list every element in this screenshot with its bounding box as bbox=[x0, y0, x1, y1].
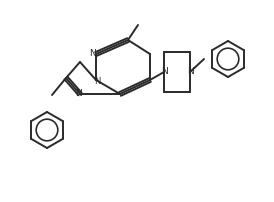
Text: N: N bbox=[161, 66, 167, 76]
Text: N: N bbox=[94, 77, 100, 85]
Text: N: N bbox=[90, 48, 96, 58]
Text: N: N bbox=[76, 88, 82, 98]
Text: N: N bbox=[187, 66, 193, 76]
